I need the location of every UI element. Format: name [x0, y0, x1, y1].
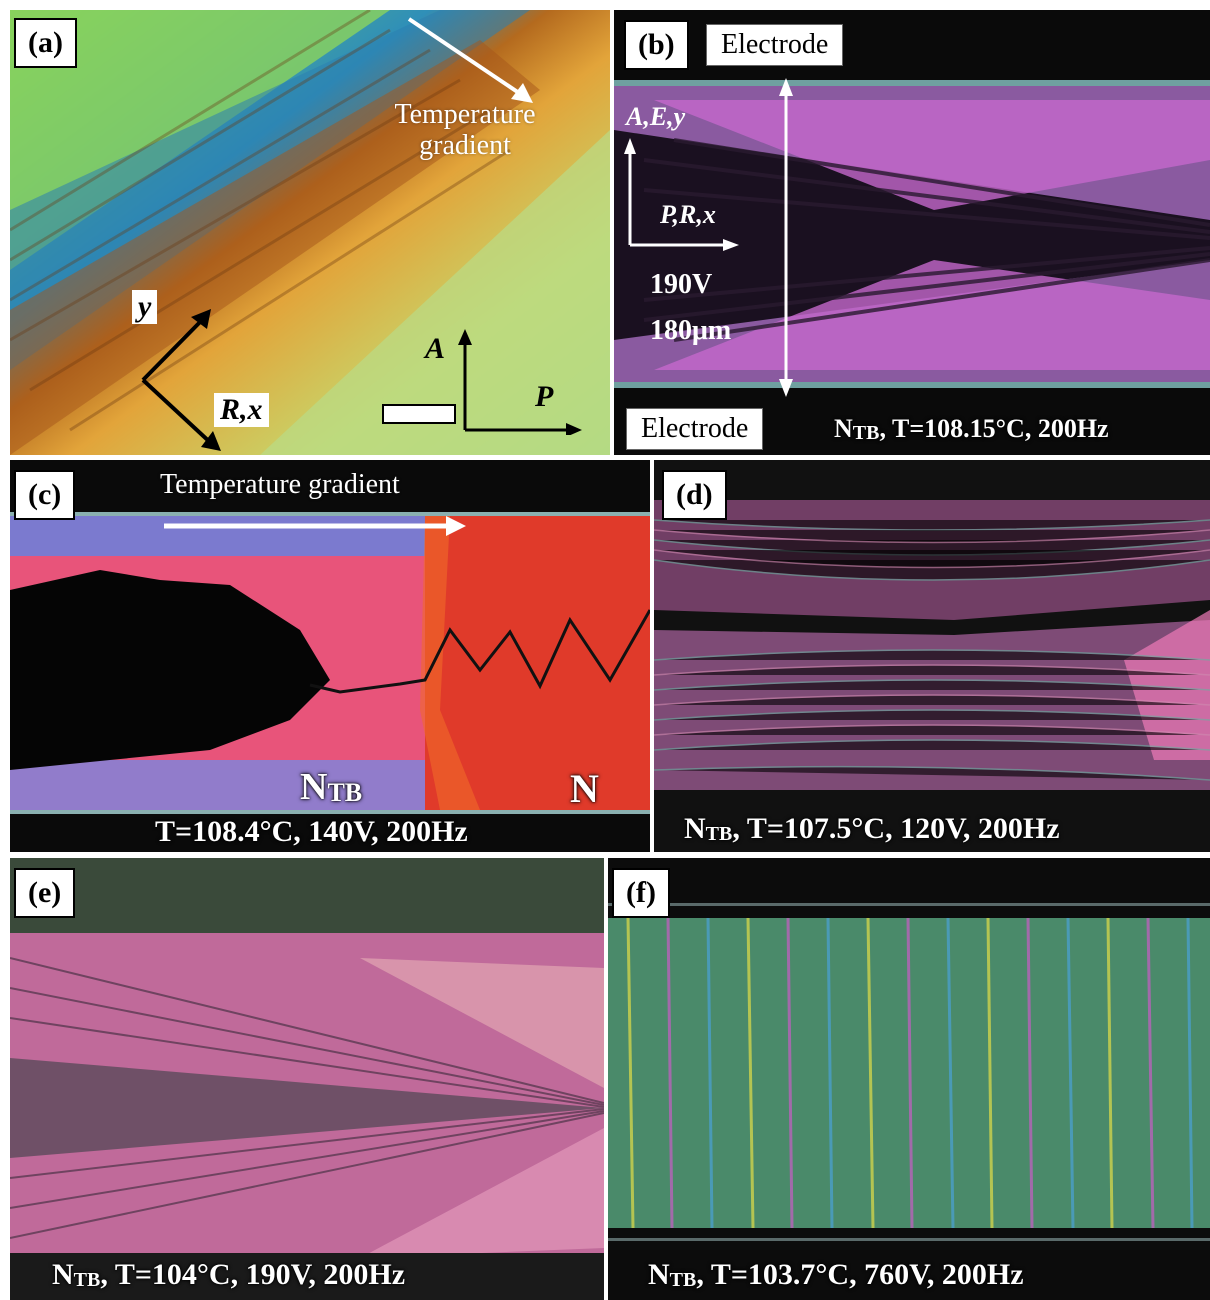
phase-ntb-label: NTB	[300, 766, 363, 808]
panel-f-caption: NTB, T=103.7°C, 760V, 200Hz	[648, 1258, 1024, 1291]
field-arrows	[624, 78, 793, 397]
panel-a: (a) Temperature gradient y R,x A P	[10, 10, 610, 455]
panel-c-caption: T=108.4°C, 140V, 200Hz	[155, 815, 468, 848]
electrode-label-bottom: Electrode	[626, 408, 764, 450]
panel-label-c: (c)	[14, 470, 76, 520]
panel-d: (d) NTB, T=107.5°C, 120V, 200Hz	[654, 460, 1210, 852]
panel-b-caption: NTB, T=108.15°C, 200Hz	[834, 414, 1109, 444]
axis-a-label: A	[425, 332, 446, 365]
temperature-gradient-arrow	[407, 17, 533, 103]
panel-b: (b) Electrode Electrode A,E,y P,R,x 190V…	[614, 10, 1210, 455]
panel-e: (e) NTB, T=104°C, 190V, 200Hz	[10, 858, 604, 1300]
electrode-label-top: Electrode	[706, 24, 844, 66]
panel-label-a: (a)	[14, 18, 77, 68]
axis-prx-label: P,R,x	[660, 200, 716, 229]
voltage-label: 190V	[650, 269, 713, 300]
panel-f: (f) NTB, T=103.7°C, 760V, 200Hz	[608, 858, 1210, 1300]
texture-image-b	[614, 10, 1210, 455]
axis-p-label: P	[535, 380, 554, 413]
panel-label-e: (e)	[14, 868, 76, 918]
axis-aey-label: A,E,y	[626, 102, 686, 131]
panel-label-d: (d)	[662, 470, 727, 520]
texture-image-d	[654, 460, 1210, 852]
axis-rx-label: R,x	[214, 393, 269, 427]
thickness-label: 180μm	[650, 315, 732, 346]
panel-label-f: (f)	[612, 868, 670, 918]
panel-e-caption: NTB, T=104°C, 190V, 200Hz	[52, 1258, 406, 1291]
texture-image-f	[608, 858, 1210, 1300]
ap-axes-arrows	[458, 329, 582, 435]
texture-image-a	[10, 10, 610, 455]
panel-label-b: (b)	[624, 20, 689, 70]
panel-c: (c) Temperature gradient NTB N T=108.4°C…	[10, 460, 650, 852]
temperature-gradient-label-c: Temperature gradient	[160, 469, 400, 500]
phase-n-label: N	[570, 766, 599, 811]
temperature-gradient-arrow-c	[164, 516, 466, 536]
axis-y-label: y	[132, 290, 158, 324]
xy-axes-arrows	[141, 309, 221, 451]
scale-bar	[382, 404, 456, 424]
temperature-gradient-label: Temperature gradient	[394, 99, 536, 161]
texture-image-e	[10, 858, 604, 1300]
panel-d-caption: NTB, T=107.5°C, 120V, 200Hz	[684, 812, 1060, 845]
